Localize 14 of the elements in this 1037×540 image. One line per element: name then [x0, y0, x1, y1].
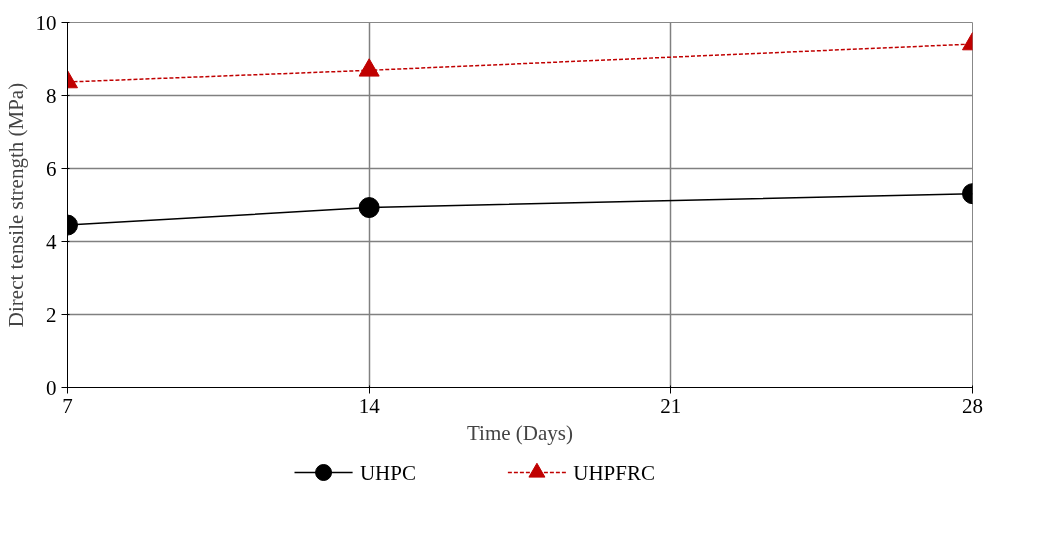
legend-label: UHPC — [359, 460, 416, 485]
legend-label: UHPFRC — [573, 460, 655, 485]
x-tick-label: 14 — [358, 393, 381, 418]
y-tick-label: 8 — [46, 83, 57, 108]
y-axis-title: Direct tensile strength (MPa) — [3, 82, 28, 328]
y-tick-label: 0 — [46, 375, 57, 400]
x-tick-label: 21 — [660, 393, 682, 418]
x-tick-label: 7 — [62, 393, 73, 418]
x-axis-title: Time (Days) — [467, 420, 573, 445]
x-tick-label: 28 — [962, 393, 983, 418]
y-tick-label: 10 — [35, 10, 57, 35]
y-tick-label: 2 — [46, 302, 57, 327]
y-tick-label: 6 — [46, 156, 57, 181]
y-tick-label: 4 — [46, 229, 57, 254]
